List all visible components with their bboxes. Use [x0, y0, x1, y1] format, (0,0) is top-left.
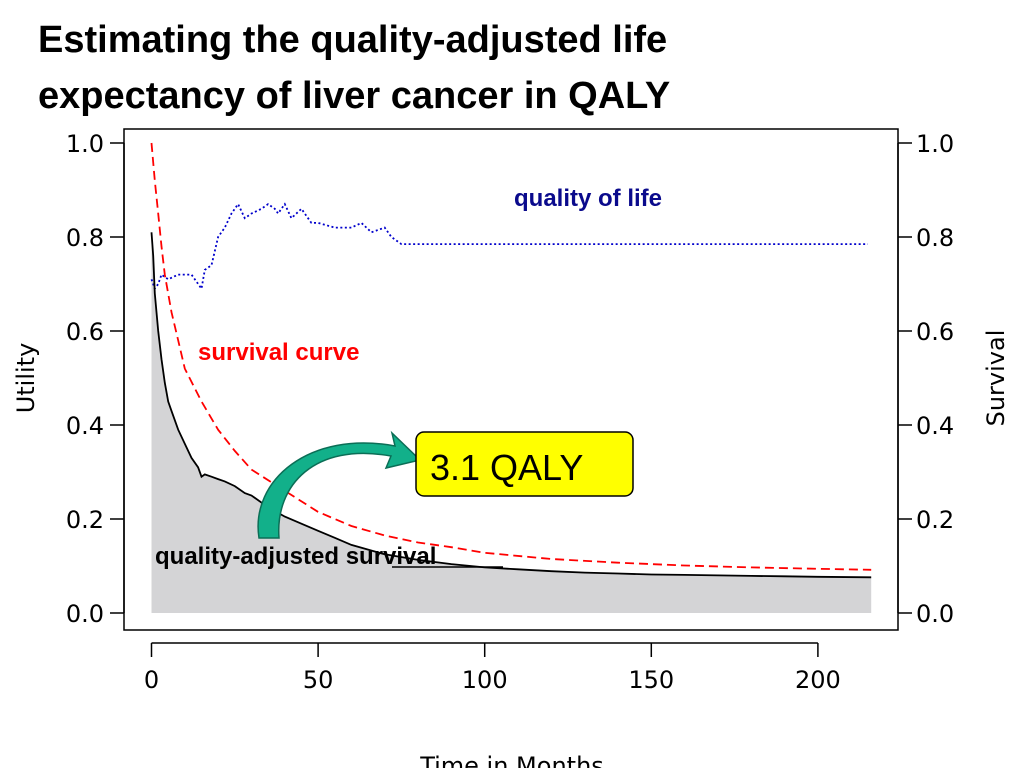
y-tick-label-right: 0.0 [916, 600, 954, 628]
y-tick-label-left: 0.2 [66, 506, 104, 534]
quality-adjusted-area [151, 232, 872, 614]
y-tick-label-left: 0.6 [66, 318, 104, 346]
y-tick-label-left: 1.0 [66, 130, 104, 158]
slide-title: Estimating the quality-adjusted life exp… [38, 12, 998, 124]
x-tick-label: 200 [795, 666, 841, 694]
y-tick-label-right: 1.0 [916, 130, 954, 158]
qaly-callout-box [415, 431, 634, 497]
slide-title-line-2: expectancy of liver cancer in QALY [38, 75, 671, 117]
qaly-callout-text: 3.1 QALY [430, 447, 583, 488]
slide-title-line-1: Estimating the quality-adjusted life [38, 19, 668, 61]
label-quality-of-life: quality of life [514, 185, 662, 212]
axes: 0.0 0.2 0.4 0.6 0.8 1.0 0.0 0.2 0.4 0.6 0.8 1.0 0 50 1… [12, 130, 1010, 768]
series-line-quality-of-life [150, 202, 868, 291]
y-tick-label-right: 0.8 [916, 224, 954, 252]
x-axis-title: Time in Months [419, 752, 604, 768]
y-tick-label-right: 0.4 [916, 412, 954, 440]
y-tick-label-right: 0.6 [916, 318, 954, 346]
y-tick-label-left: 0.8 [66, 224, 104, 252]
x-tick-label: 50 [303, 666, 334, 694]
label-survival-curve: survival curve [198, 339, 359, 366]
y-axis-title-right: Survival [982, 330, 1010, 427]
series-line-survival [150, 142, 872, 571]
y-axis-title-left: Utility [12, 343, 40, 414]
y-tick-label-right: 0.2 [916, 506, 954, 534]
y-tick-label-left: 0.4 [66, 412, 104, 440]
x-tick-label: 100 [462, 666, 508, 694]
label-quality-adjusted-survival: quality-adjusted survival [155, 543, 436, 570]
x-tick-label: 150 [628, 666, 674, 694]
y-tick-label-left: 0.0 [66, 600, 104, 628]
x-tick-label: 0 [144, 666, 159, 694]
